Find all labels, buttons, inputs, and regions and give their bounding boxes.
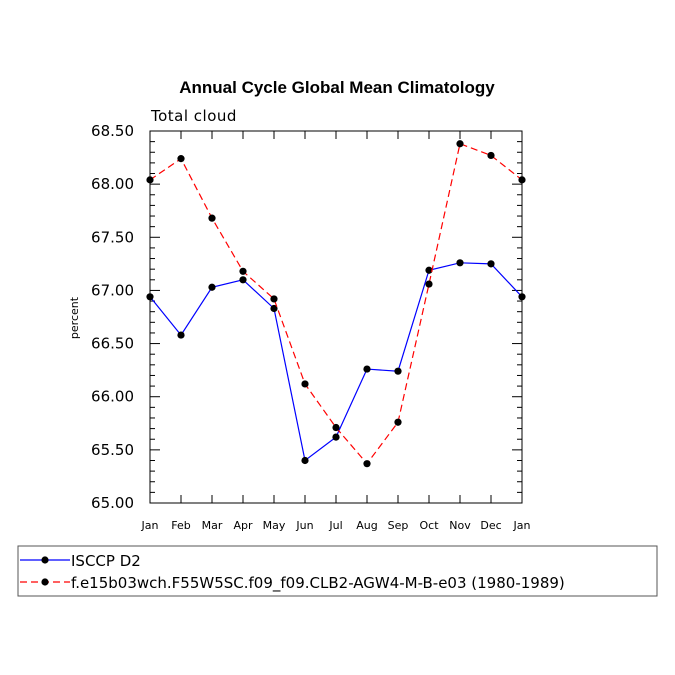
legend-marker-1 — [41, 556, 49, 564]
x-tick-label: May — [263, 519, 286, 532]
x-tick-label: Oct — [419, 519, 439, 532]
series-1-point — [208, 283, 216, 291]
y-tick-label: 67.00 — [91, 281, 134, 299]
x-tick-label: Jul — [328, 519, 342, 532]
series-2-point — [425, 280, 433, 288]
plot-frame — [149, 130, 523, 504]
series-2-point — [301, 380, 309, 388]
y-tick-label: 65.50 — [91, 441, 134, 459]
chart-subtitle: Total cloud — [150, 107, 237, 125]
x-axis: Jan Feb Mar Apr May Jun Jul Aug Sep Oct Nov Dec Jan — [141, 131, 531, 532]
series-1-point — [363, 365, 371, 373]
series-1-point — [239, 276, 247, 284]
series-1-point — [518, 293, 526, 301]
series-1-point — [301, 456, 309, 465]
series-layer — [146, 140, 526, 468]
series-1-point — [456, 259, 464, 267]
series-2-point — [487, 151, 495, 160]
legend-label-1: ISCCP D2 — [71, 552, 141, 570]
legend-marker-2 — [41, 578, 49, 586]
series-2-point — [456, 140, 464, 148]
x-tick-label: Dec — [480, 519, 501, 532]
legend-box — [17, 545, 658, 597]
series-2-point — [239, 267, 247, 275]
series-1-point — [425, 266, 433, 274]
x-tick-label: Jan — [513, 519, 531, 532]
y-tick-label: 66.50 — [91, 335, 134, 353]
series-1-point — [177, 331, 185, 339]
y-tick-label: 68.50 — [91, 122, 134, 140]
series-1-point — [270, 304, 278, 313]
series-2-point — [332, 423, 340, 432]
y-tick-label: 66.00 — [91, 388, 134, 406]
y-axis: 65.00 65.50 66.00 66.50 67.00 67.50 68.00 68.50 — [91, 122, 134, 512]
series-2-point — [363, 460, 371, 468]
series-line-2 — [149, 142, 523, 465]
y-tick-label: 65.00 — [91, 494, 134, 512]
y-tick-label: 68.00 — [91, 175, 134, 193]
series-1-point — [332, 433, 340, 441]
series-1-point — [487, 260, 495, 268]
chart-title: Annual Cycle Global Mean Climatology — [179, 78, 495, 97]
series-2-point — [208, 214, 216, 222]
y-axis-label: percent — [68, 296, 81, 339]
series-2-point — [270, 295, 278, 303]
minor-ticks — [150, 130, 522, 504]
x-tick-label: Mar — [202, 519, 223, 532]
legend: ISCCP D2 f.e15b03wch.F55W5SC.f09_f09.CLB2… — [17, 545, 658, 597]
series-1-point — [394, 367, 402, 375]
x-tick-label: Nov — [449, 519, 471, 532]
x-tick-label: Feb — [171, 519, 190, 532]
series-1-point — [146, 293, 154, 301]
x-tick-label: Jan — [141, 519, 159, 532]
series-2-point — [394, 418, 402, 426]
series-2-point — [177, 155, 185, 163]
series-2-point — [518, 176, 526, 184]
y-tick-label: 67.50 — [91, 228, 134, 246]
x-tick-label: Jun — [295, 519, 313, 532]
series-2-point — [146, 176, 154, 184]
x-tick-label: Sep — [388, 519, 409, 532]
x-tick-label: Aug — [356, 519, 377, 532]
legend-label-2: f.e15b03wch.F55W5SC.f09_f09.CLB2-AGW4-M-… — [71, 574, 565, 593]
x-tick-label: Apr — [233, 519, 253, 532]
